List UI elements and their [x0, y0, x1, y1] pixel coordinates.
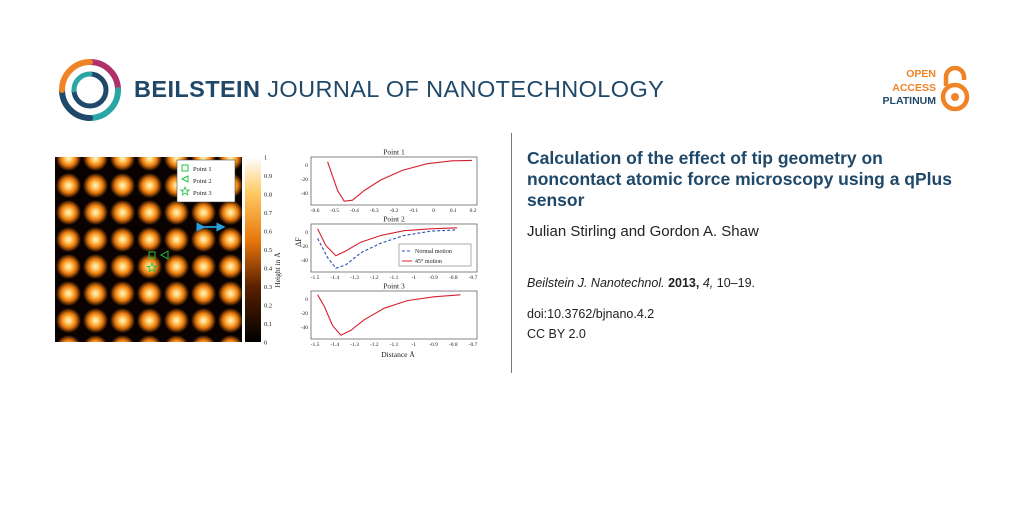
plot-x-tick-label: -0.5 — [330, 208, 339, 214]
plot-x-tick-label: 0.2 — [470, 208, 477, 214]
map-point-1 — [148, 251, 156, 259]
point-3-star-marker — [179, 185, 191, 196]
map-legend-point-1: Point 1 — [193, 166, 212, 173]
plot-x-tick-label: -1.3 — [350, 275, 359, 281]
plot-title: Point 3 — [383, 282, 405, 291]
plot-x-tick-label: -0.8 — [449, 342, 458, 348]
citation-journal: Beilstein J. Nanotechnol. — [527, 276, 665, 290]
open-access-line-3: PLATINUM — [882, 95, 936, 107]
plot-y-tick-label: -40 — [301, 191, 309, 197]
plot-y-tick-label: -20 — [301, 311, 309, 317]
plot-y-tick-label: -20 — [301, 244, 309, 250]
plot-legend-box — [398, 243, 472, 267]
point-1-square-marker — [181, 164, 189, 172]
plot-x-tick-label: -1.2 — [370, 275, 379, 281]
plot-1: Point 1 0 -20 -40 -0.6 -0.5 -0.4 -0.3 -0.2 -0.1 0 0… — [301, 148, 478, 214]
plot-frame — [310, 156, 478, 206]
colorbar-tick-label: 0.6 — [264, 229, 273, 236]
plot-y-tick-label: -40 — [301, 325, 309, 331]
plot-x-tick-label: -0.1 — [409, 208, 418, 214]
colorbar — [245, 157, 261, 342]
plot-x-tick-label: -1 — [411, 342, 416, 348]
colorbar-tick-label: 0.8 — [264, 192, 272, 199]
line-plots: Point 1 0 -20 -40 -0.6 -0.5 -0.4 -0.3 -0.2 -0.1 0 0… — [301, 148, 478, 349]
plot-legend-label: 45° motion — [415, 258, 442, 265]
colorbar-ticks: 1 0.9 0.8 0.7 0.6 0.5 0.4 0.3 0.2 0.1 0 — [264, 155, 273, 347]
open-access-lock-icon — [940, 66, 970, 112]
plot-title: Point 2 — [383, 215, 405, 224]
colorbar-tick-label: 0.7 — [264, 210, 273, 217]
citation-year: 2013, — [668, 276, 700, 290]
plot-2: Point 2 0 -20 -40 -1.5 -1.4 -1.3 -1.2 -1.1 -1 -0.9… — [301, 215, 478, 282]
map-point-3 — [146, 261, 158, 273]
vertical-divider — [511, 133, 512, 373]
colorbar-tick-label: 0.4 — [264, 266, 273, 273]
plot-y-tick-label: -20 — [301, 177, 309, 183]
plot-x-tick-label: -0.6 — [311, 208, 320, 214]
plot-x-tick-label: -0.2 — [390, 208, 399, 214]
plot-x-tick-label: 0 — [432, 208, 435, 214]
plot-x-tick-label: -0.9 — [429, 342, 438, 348]
colorbar-tick-label: 0.1 — [264, 321, 272, 328]
article-title[interactable]: Calculation of the effect of tip geometr… — [527, 148, 952, 210]
plot-3: Point 3 0 -20 -40 -1.5 -1.4 -1.3 -1.2 -1.1 -1 -0.9… — [301, 282, 478, 349]
plot-x-tick-label: -1 — [411, 275, 416, 281]
map-legend-point-2: Point 2 — [193, 178, 212, 185]
colorbar-tick-label: 0.2 — [264, 303, 272, 310]
colorbar-label: Height in Å — [273, 252, 282, 288]
journal-name: BEILSTEIN JOURNAL OF NANOTECHNOLOGY — [134, 76, 664, 103]
journal-name-rest: JOURNAL OF NANOTECHNOLOGY — [267, 76, 665, 102]
citation-pages: 10–19. — [716, 276, 755, 290]
plot-xlabel: Distance Å — [381, 350, 415, 359]
plot-frame — [310, 290, 478, 340]
plot-ylabel: ΔF — [294, 237, 303, 247]
plot-x-tick-label: -0.8 — [449, 275, 458, 281]
plot-x-tick-label: -1.1 — [390, 342, 399, 348]
journal-logo-icon — [59, 59, 121, 121]
plot-y-tick-label: 0 — [305, 230, 308, 236]
plot-x-tick-label: -0.7 — [469, 342, 478, 348]
colorbar-tick-label: 0.3 — [264, 284, 272, 291]
plot-x-tick-label: -1.4 — [330, 275, 339, 281]
colorbar-tick-label: 0 — [264, 340, 267, 347]
open-access-badge: OPEN ACCESS PLATINUM — [883, 68, 936, 109]
article-authors: Julian Stirling and Gordon A. Shaw — [527, 223, 759, 240]
article-citation: Beilstein J. Nanotechnol. 2013, 4, 10–19… — [527, 276, 755, 290]
open-access-line-2: ACCESS — [892, 81, 936, 94]
journal-name-strong: BEILSTEIN — [134, 76, 261, 102]
plot-x-tick-label: -0.9 — [429, 275, 438, 281]
plot-x-tick-label: -1.5 — [311, 342, 320, 348]
plot-curve-1 — [317, 229, 458, 269]
plot-x-tick-label: -1.3 — [350, 342, 359, 348]
plot-x-tick-label: 0.1 — [450, 208, 457, 214]
plot-y-tick-label: 0 — [305, 163, 308, 169]
article-license[interactable]: CC BY 2.0 — [527, 327, 586, 341]
point-2-triangle-marker — [180, 175, 189, 183]
plot-x-tick-label: -1.5 — [311, 275, 320, 281]
plot-curve-2 — [317, 227, 458, 257]
plot-x-tick-label: -1.2 — [370, 342, 379, 348]
colorbar-tick-label: 0.9 — [264, 173, 272, 180]
colorbar-tick-label: 1 — [264, 155, 267, 162]
map-point-2 — [159, 250, 169, 260]
plot-x-tick-label: -0.3 — [370, 208, 379, 214]
plot-y-tick-label: -40 — [301, 258, 309, 264]
plot-title: Point 1 — [383, 148, 405, 157]
colorbar-tick-label: 0.5 — [264, 247, 272, 254]
plot-curve-1 — [317, 294, 461, 336]
citation-volume: 4, — [702, 276, 714, 290]
plot-x-tick-label: -1.1 — [390, 275, 399, 281]
open-access-line-1: OPEN — [906, 68, 936, 80]
plot-x-tick-label: -0.4 — [350, 208, 359, 214]
article-doi[interactable]: doi:10.3762/bjnano.4.2 — [527, 307, 655, 321]
plot-x-tick-label: -0.7 — [469, 275, 478, 281]
map-legend-point-3: Point 3 — [193, 190, 212, 197]
graphical-abstract-figure: Point 1 Point 2 Point 3 1 0.9 0.8 0.7 0.6 0.5… — [55, 148, 478, 359]
plot-curve-1 — [327, 159, 473, 202]
plot-legend-label: Normal motion — [415, 249, 452, 255]
plot-x-tick-label: -1.4 — [330, 342, 339, 348]
plot-y-tick-label: 0 — [305, 297, 308, 303]
